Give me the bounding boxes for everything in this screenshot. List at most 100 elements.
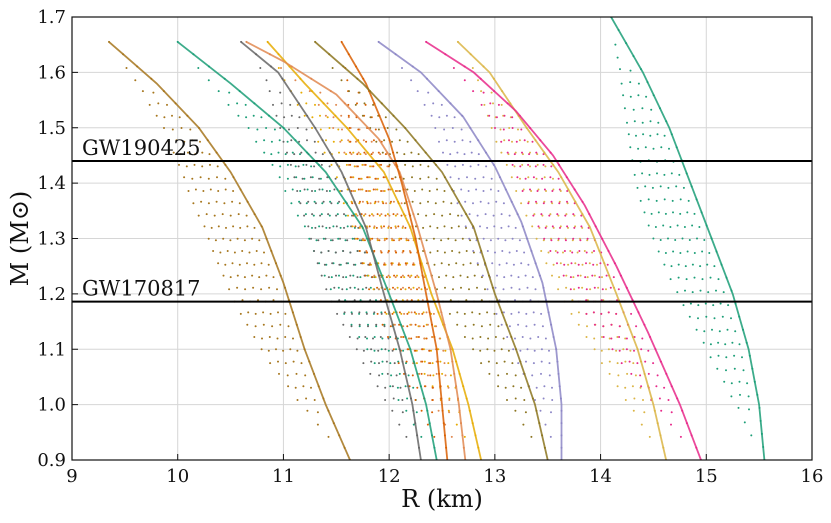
data-point — [605, 274, 608, 277]
data-point — [529, 165, 531, 168]
data-point — [246, 262, 248, 265]
data-point — [427, 165, 430, 168]
data-point — [280, 67, 282, 69]
data-point — [148, 103, 151, 106]
data-point — [369, 116, 372, 119]
data-point — [504, 239, 507, 242]
data-point — [276, 337, 279, 340]
data-point — [623, 107, 626, 110]
data-point — [322, 237, 325, 240]
data-point — [378, 374, 381, 377]
data-point — [400, 336, 402, 338]
data-point — [500, 103, 503, 106]
data-point — [277, 151, 280, 154]
data-point — [364, 153, 367, 156]
data-point — [404, 385, 407, 388]
data-point — [183, 176, 186, 179]
data-point — [629, 69, 632, 72]
data-point — [448, 411, 451, 414]
data-point — [366, 200, 369, 203]
data-point — [443, 251, 446, 254]
data-point — [394, 226, 397, 229]
data-point — [396, 274, 398, 277]
data-point — [328, 226, 331, 229]
data-point — [520, 128, 523, 131]
data-point — [535, 202, 538, 205]
data-point — [684, 265, 687, 268]
data-point — [380, 213, 383, 216]
data-point — [495, 140, 498, 143]
data-point — [229, 214, 232, 217]
data-point — [296, 214, 299, 217]
data-point — [384, 348, 387, 351]
data-point — [405, 263, 408, 266]
data-point — [290, 139, 293, 142]
data-point — [363, 239, 366, 242]
data-point — [386, 127, 389, 129]
data-point — [247, 311, 250, 314]
data-point — [591, 274, 594, 277]
data-point — [224, 188, 227, 191]
data-point — [507, 349, 510, 352]
data-point — [709, 356, 712, 359]
data-point — [515, 190, 518, 192]
data-point — [405, 239, 408, 242]
data-point — [403, 276, 406, 279]
data-point — [564, 237, 567, 240]
data-point — [413, 190, 416, 192]
data-point — [677, 276, 680, 279]
data-point — [403, 312, 406, 315]
data-point — [335, 274, 337, 277]
data-point — [626, 121, 628, 124]
data-point — [457, 214, 460, 217]
data-point — [527, 176, 530, 179]
data-point — [432, 374, 435, 377]
data-point — [357, 288, 360, 291]
data-point — [650, 108, 653, 111]
data-point — [361, 262, 364, 265]
data-point — [510, 312, 513, 315]
data-point — [244, 288, 247, 291]
data-point — [494, 127, 496, 129]
data-point — [523, 399, 526, 401]
data-point — [656, 133, 659, 136]
data-point — [437, 348, 440, 351]
data-point — [627, 133, 630, 136]
data-point — [672, 250, 675, 253]
data-point — [545, 262, 548, 265]
data-point — [647, 198, 650, 201]
data-point — [433, 435, 436, 438]
data-point — [272, 103, 274, 106]
data-point — [202, 190, 205, 192]
data-point — [392, 397, 395, 400]
data-point — [569, 288, 572, 291]
data-point — [373, 311, 376, 314]
data-point — [448, 397, 451, 400]
data-point — [461, 139, 464, 142]
data-point — [422, 226, 425, 229]
data-point — [343, 213, 345, 216]
data-point — [586, 325, 588, 328]
data-point — [405, 360, 408, 363]
data-point — [639, 199, 642, 202]
data-point — [452, 276, 455, 279]
data-point — [503, 114, 506, 117]
data-point — [455, 262, 458, 265]
data-point — [436, 250, 439, 252]
data-point — [277, 311, 279, 314]
data-point — [313, 250, 316, 252]
data-point — [239, 312, 242, 315]
data-point — [305, 163, 308, 166]
data-point — [343, 311, 346, 314]
data-point — [351, 214, 353, 217]
data-point — [389, 362, 392, 365]
data-point — [518, 139, 521, 142]
data-point — [540, 372, 542, 375]
data-point — [406, 262, 409, 265]
data-point — [391, 140, 393, 143]
data-point — [557, 177, 560, 180]
data-point — [329, 200, 332, 203]
data-point — [367, 274, 370, 277]
data-point — [410, 299, 413, 302]
